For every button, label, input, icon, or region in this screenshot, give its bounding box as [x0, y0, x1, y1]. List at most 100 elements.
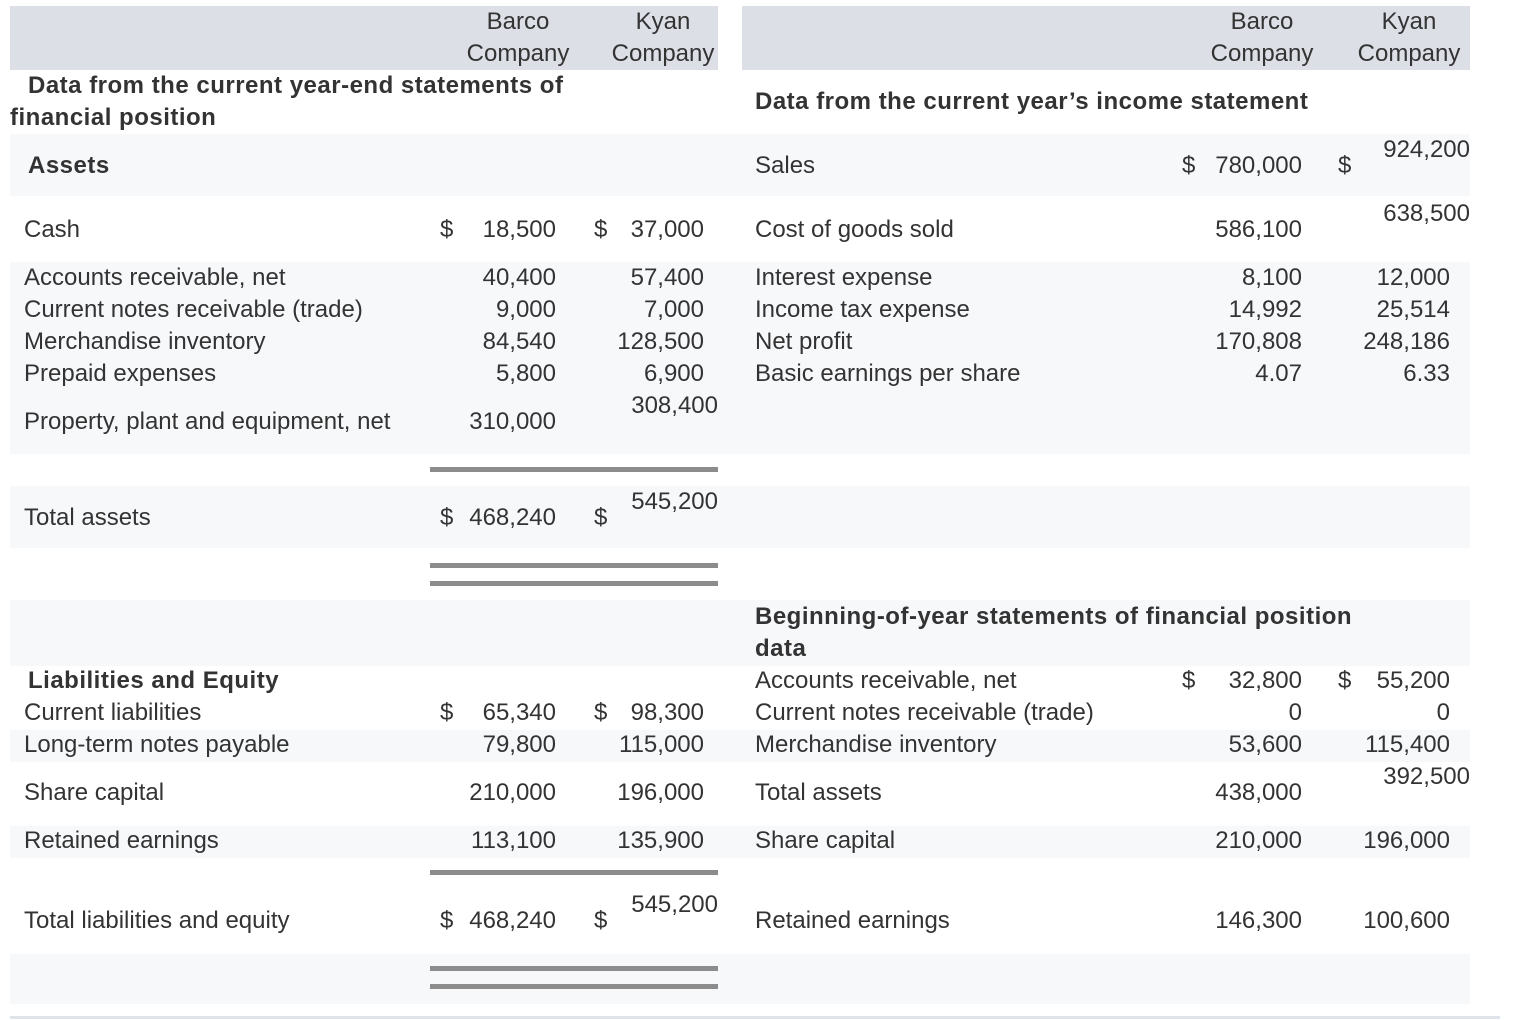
boy-ar-label: Accounts receivable, net: [755, 667, 1017, 694]
current-liabilities-barco: 65,340: [482, 699, 556, 726]
currency-sign: $: [594, 504, 608, 531]
currency-sign: $: [440, 216, 454, 243]
currency-sign: $: [1338, 152, 1352, 179]
barco-column-heading-right: Barco Company: [1210, 8, 1314, 67]
boy-share-capital-barco: 210,000: [1215, 827, 1302, 854]
retained-earnings-barco: 113,100: [471, 827, 556, 854]
financial-position-heading-line2: financial position: [10, 104, 217, 131]
share-capital-barco: 210,000: [469, 779, 556, 806]
total-liabilities-equity-kyan: 545,200: [631, 891, 718, 918]
notes-receivable-kyan: 7,000: [643, 296, 704, 323]
retained-earnings-label: Retained earnings: [24, 827, 219, 854]
financial-position-heading: Data from the current year-end statement…: [28, 72, 564, 99]
currency-sign: $: [594, 907, 608, 934]
boy-ar-kyan: 55,200: [1376, 667, 1450, 694]
row-band: [10, 134, 1470, 196]
ppe-label: Property, plant and equipment, net: [24, 408, 391, 435]
cogs-kyan: 638,500: [1383, 200, 1470, 227]
net-profit-kyan: 248,186: [1363, 328, 1450, 355]
boy-share-capital-label: Share capital: [755, 827, 896, 854]
left-column-header: [10, 6, 718, 70]
boy-total-assets-label: Total assets: [755, 779, 882, 806]
kyan-column-heading-left: Kyan Company: [611, 8, 715, 67]
long-term-notes-kyan: 115,000: [619, 731, 704, 758]
boy-retained-earnings-label: Retained earnings: [755, 907, 950, 934]
double-rule-bottom: [430, 984, 718, 989]
total-assets-kyan: 545,200: [631, 488, 718, 515]
current-liabilities-label: Current liabilities: [24, 699, 202, 726]
net-profit-barco: 170,808: [1215, 328, 1302, 355]
eps-label: Basic earnings per share: [755, 360, 1021, 387]
boy-inventory-kyan: 115,400: [1365, 731, 1450, 758]
sales-kyan: 924,200: [1383, 136, 1470, 163]
currency-sign: $: [1338, 667, 1352, 694]
inventory-barco: 84,540: [482, 328, 556, 355]
share-capital-label: Share capital: [24, 779, 165, 806]
interest-expense-barco: 8,100: [1241, 264, 1302, 291]
row-band: [10, 826, 1470, 858]
total-liabilities-equity-label: Total liabilities and equity: [24, 907, 290, 934]
notes-receivable-label: Current notes receivable (trade): [24, 296, 363, 323]
income-tax-barco: 14,992: [1228, 296, 1302, 323]
cogs-barco: 586,100: [1215, 216, 1302, 243]
boy-notes-receivable-label: Current notes receivable (trade): [755, 699, 1094, 726]
eps-kyan: 6.33: [1403, 360, 1450, 387]
eps-barco: 4.07: [1255, 360, 1302, 387]
boy-ar-barco: 32,800: [1228, 667, 1302, 694]
retained-earnings-kyan: 135,900: [617, 827, 704, 854]
cash-label: Cash: [24, 216, 81, 243]
subtotal-rule: [430, 467, 718, 472]
currency-sign: $: [440, 699, 454, 726]
inventory-label: Merchandise inventory: [24, 328, 266, 355]
double-rule-bottom: [430, 581, 718, 586]
barco-column-heading-left: Barco Company: [466, 8, 570, 67]
boy-notes-receivable-kyan: 0: [1436, 699, 1450, 726]
total-liabilities-equity-barco: 468,240: [469, 907, 556, 934]
right-column-header: [742, 6, 1470, 70]
row-band: [10, 486, 1470, 548]
accounts-receivable-barco: 40,400: [482, 264, 556, 291]
subtotal-rule: [430, 870, 718, 875]
assets-heading: Assets: [28, 152, 110, 179]
total-assets-label: Total assets: [24, 504, 151, 531]
boy-inventory-label: Merchandise inventory: [755, 731, 997, 758]
share-capital-kyan: 196,000: [617, 779, 704, 806]
liabilities-equity-heading: Liabilities and Equity: [28, 667, 280, 694]
ppe-barco: 310,000: [469, 408, 556, 435]
row-band: [10, 262, 1470, 390]
currency-sign: $: [594, 216, 608, 243]
row-band: [10, 390, 1470, 454]
currency-sign: $: [594, 699, 608, 726]
currency-sign: $: [1182, 667, 1196, 694]
long-term-notes-label: Long-term notes payable: [24, 731, 290, 758]
boy-retained-earnings-kyan: 100,600: [1363, 907, 1450, 934]
double-rule-top: [430, 966, 718, 971]
total-assets-barco: 468,240: [469, 504, 556, 531]
sales-label: Sales: [755, 152, 816, 179]
interest-expense-label: Interest expense: [755, 264, 933, 291]
sales-barco: 780,000: [1215, 152, 1302, 179]
inventory-kyan: 128,500: [617, 328, 704, 355]
boy-total-assets-kyan: 392,500: [1383, 763, 1470, 790]
cogs-label: Cost of goods sold: [755, 216, 954, 243]
ppe-kyan: 308,400: [631, 392, 718, 419]
income-tax-label: Income tax expense: [755, 296, 970, 323]
row-band: [10, 730, 1470, 762]
row-band: [10, 600, 1470, 666]
long-term-notes-barco: 79,800: [482, 731, 556, 758]
boy-retained-earnings-barco: 146,300: [1215, 907, 1302, 934]
accounts-receivable-kyan: 57,400: [630, 264, 704, 291]
income-tax-kyan: 25,514: [1376, 296, 1450, 323]
kyan-column-heading-right: Kyan Company: [1357, 8, 1461, 67]
bottom-border: [10, 1016, 1500, 1019]
income-statement-heading: Data from the current year’s income stat…: [755, 88, 1309, 115]
interest-expense-kyan: 12,000: [1376, 264, 1450, 291]
boy-share-capital-kyan: 196,000: [1363, 827, 1450, 854]
accounts-receivable-label: Accounts receivable, net: [24, 264, 286, 291]
net-profit-label: Net profit: [755, 328, 853, 355]
prepaid-label: Prepaid expenses: [24, 360, 217, 387]
current-liabilities-kyan: 98,300: [630, 699, 704, 726]
prepaid-kyan: 6,900: [643, 360, 704, 387]
beginning-of-year-heading-line2: data: [755, 635, 807, 662]
currency-sign: $: [1182, 152, 1196, 179]
